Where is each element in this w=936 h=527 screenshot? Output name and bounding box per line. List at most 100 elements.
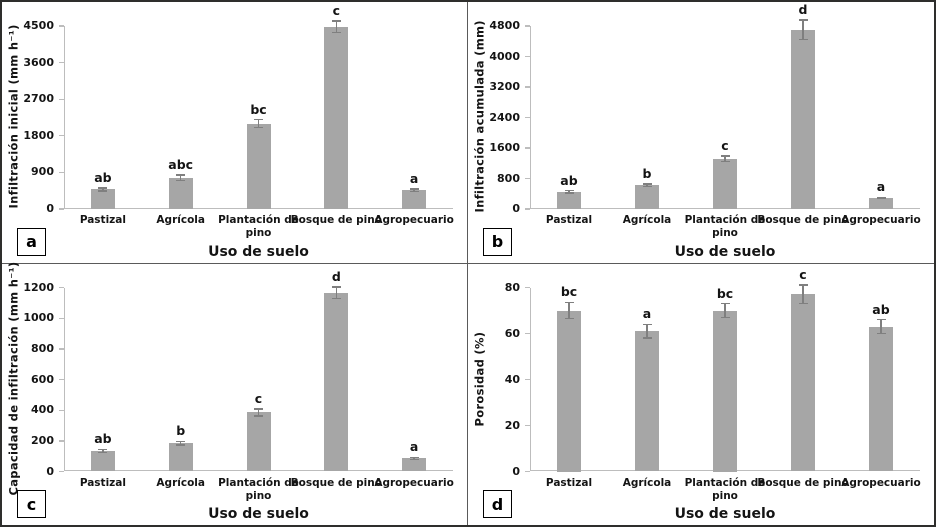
y-tick-label: 0 (46, 202, 54, 215)
y-tick-label: 200 (31, 433, 54, 447)
panel-letter: d (491, 494, 504, 514)
error-bar-cap-top (409, 456, 419, 459)
error-bar-cap-top (876, 196, 886, 198)
y-tick-mark (525, 332, 530, 335)
y-tick-mark (59, 348, 64, 350)
x-category-label: Agropecuario (374, 214, 454, 226)
error-bar (880, 319, 882, 334)
x-category-label: Plantación de pino (218, 476, 299, 502)
error-bar (257, 119, 260, 128)
y-tick-label: 1600 (489, 141, 520, 154)
bar-pastizal (90, 189, 115, 209)
y-tick-mark (59, 62, 64, 64)
error-bar-cap-top (720, 302, 730, 305)
error-bar-cap-top (876, 318, 886, 321)
y-tick-label: 1200 (23, 280, 54, 294)
y-tick-label: 0 (512, 202, 520, 215)
x-category-label: Agrícola (622, 214, 672, 226)
y-tick-label: 1800 (23, 128, 54, 142)
y-tick-label: 2400 (489, 110, 520, 124)
bar-plantación-de-pino (713, 310, 737, 472)
error-bar-cap-bottom (642, 185, 652, 188)
error-bar-cap-bottom (720, 160, 730, 163)
error-bar (413, 189, 415, 192)
error-bar (568, 302, 570, 319)
panel-c: Capacidad de infiltración (mm h⁻¹) Uso d… (2, 261, 468, 525)
error-bar-cap-bottom (176, 444, 186, 446)
y-tick-label: 4800 (489, 19, 520, 32)
significance-letter: b (176, 423, 186, 439)
y-tick-mark (525, 116, 530, 119)
error-bar (102, 187, 104, 192)
significance-letter: a (409, 171, 419, 187)
y-tick-label: 800 (31, 341, 54, 355)
bar-bosque-de-pino (791, 29, 815, 209)
significance-letter: c (254, 391, 263, 407)
error-bar (335, 21, 338, 33)
error-bar-cap-top (331, 20, 341, 22)
error-bar (179, 441, 182, 445)
significance-letter: d (798, 1, 808, 17)
panel-a: Infiltración inicial (mm h⁻¹) Uso de sue… (2, 2, 468, 264)
y-tick-label: 600 (31, 372, 54, 386)
y-tick-label: 2700 (23, 92, 54, 106)
y-tick-mark (525, 177, 530, 180)
error-bar-cap-bottom (331, 31, 341, 34)
bar-agrícola (635, 331, 659, 472)
y-tick-label: 1000 (23, 311, 54, 325)
y-tick-mark (525, 378, 530, 381)
y-tick-label: 400 (31, 403, 54, 417)
panel-letter-box: c (17, 490, 46, 518)
y-tick-mark (59, 135, 64, 137)
panel-letter: a (26, 232, 37, 251)
error-bar-cap-bottom (254, 126, 263, 129)
panel-letter: c (26, 494, 37, 514)
significance-letter: a (876, 179, 886, 195)
error-bar-cap-top (331, 286, 341, 288)
error-bar-cap-top (564, 189, 574, 192)
x-category-label: Bosque de pino (290, 214, 382, 226)
bar-bosque-de-pino (791, 294, 815, 472)
y-tick-mark (59, 409, 64, 411)
significance-letter: ab (872, 301, 890, 317)
significance-letter: bc (250, 101, 267, 117)
significance-letter: bc (560, 284, 578, 300)
error-bar (335, 287, 338, 299)
bar-agrícola (635, 185, 659, 209)
significance-letter: c (332, 3, 340, 19)
error-bar-cap-bottom (564, 317, 574, 320)
significance-letter: a (409, 439, 419, 455)
panel-d: Porosidad (%) Uso de suelo d 0 20 40 60 80 bc… (468, 263, 934, 525)
y-tick-label: 4000 (489, 49, 520, 63)
bar-plantación-de-pino (246, 123, 271, 209)
error-bar-cap-top (409, 188, 419, 190)
bar-agropecuario (869, 197, 893, 209)
y-tick-mark (59, 208, 64, 210)
panel-letter-box: d (483, 490, 512, 518)
error-bar-cap-top (98, 448, 108, 451)
y-tick-mark (59, 98, 64, 100)
error-bar-cap-top (254, 118, 263, 121)
panel-letter: b (491, 232, 504, 251)
x-category-label: Agropecuario (841, 214, 921, 226)
x-axis-title: Uso de suelo (208, 506, 309, 522)
error-bar-cap-top (798, 284, 808, 286)
error-bar-cap-bottom (564, 192, 574, 194)
error-bar (646, 183, 648, 187)
x-category-label: Bosque de pino (757, 476, 849, 489)
y-tick-label: 80 (504, 280, 520, 294)
significance-letter: ab (94, 169, 112, 185)
y-tick-label: 0 (46, 464, 54, 478)
error-bar-cap-top (254, 408, 263, 410)
x-category-label: Agropecuario (841, 476, 921, 489)
error-bar-cap-bottom (642, 337, 652, 339)
bar-pastizal (557, 310, 581, 472)
x-category-label: Pastizal (79, 214, 126, 226)
bar-plantación-de-pino (246, 412, 271, 472)
error-bar-cap-top (564, 301, 574, 304)
y-tick-mark (525, 55, 530, 58)
bar-agropecuario (402, 458, 427, 472)
error-bar (413, 457, 415, 460)
panel-letter-box: b (483, 227, 512, 256)
